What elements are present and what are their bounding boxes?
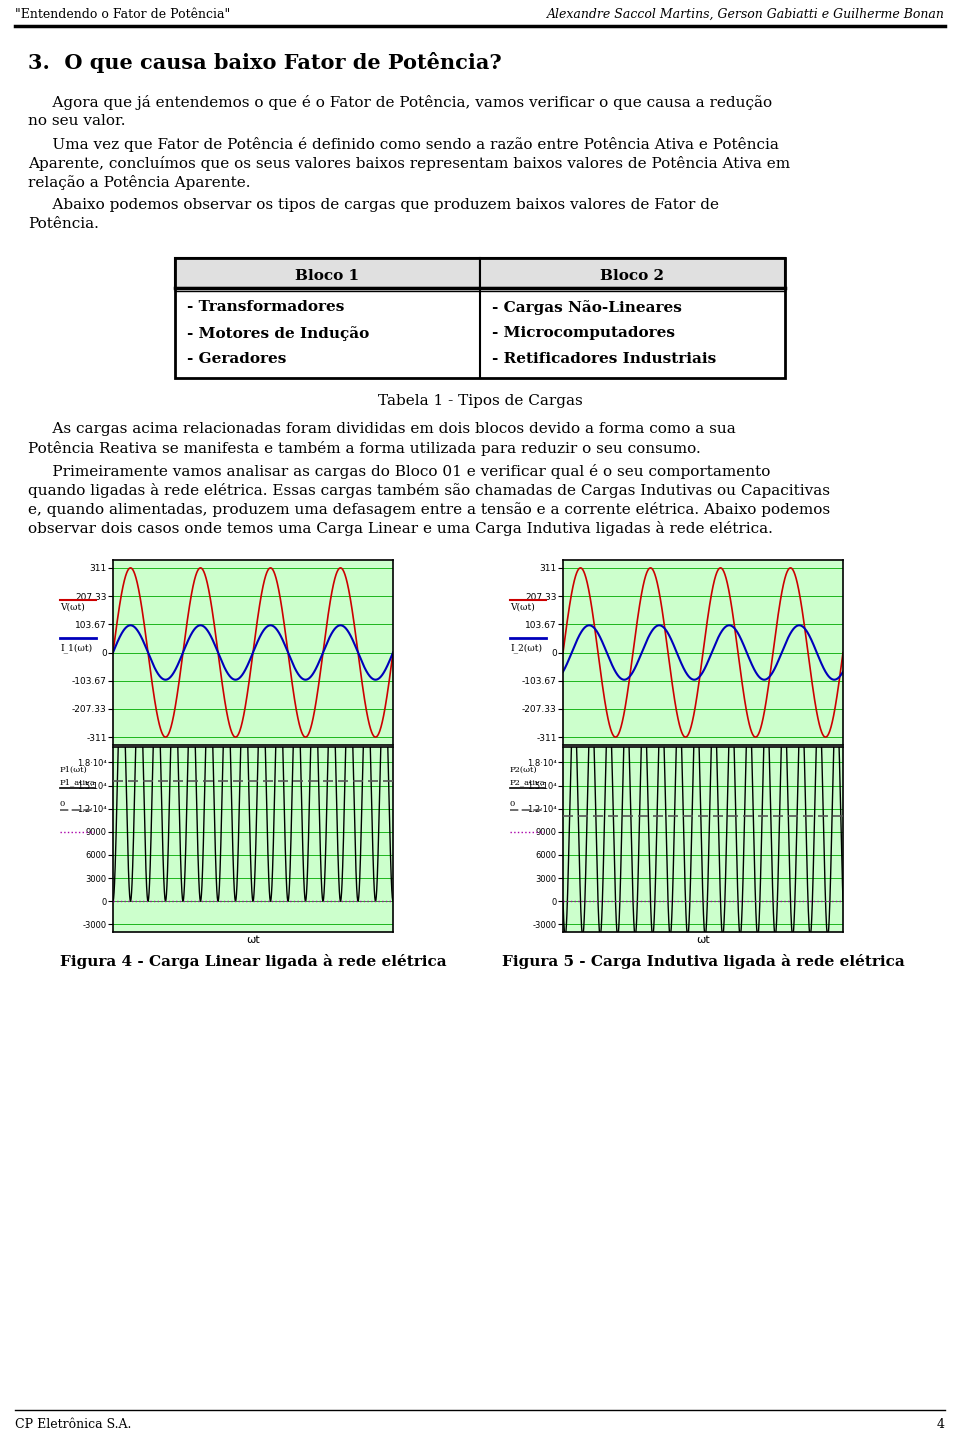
Text: quando ligadas à rede elétrica. Essas cargas também são chamadas de Cargas Indut: quando ligadas à rede elétrica. Essas ca… <box>28 483 830 497</box>
Text: - Transformadores: - Transformadores <box>187 300 345 314</box>
Text: P1(ωt): P1(ωt) <box>60 766 87 773</box>
Text: e, quando alimentadas, produzem uma defasagem entre a tensão e a corrente elétri: e, quando alimentadas, produzem uma defa… <box>28 502 830 517</box>
Bar <box>175 259 480 289</box>
Text: Abaixo podemos observar os tipos de cargas que produzem baixos valores de Fator : Abaixo podemos observar os tipos de carg… <box>28 199 719 211</box>
Text: 0: 0 <box>510 800 516 809</box>
Text: Uma vez que Fator de Potência é definido como sendo a razão entre Potência Ativa: Uma vez que Fator de Potência é definido… <box>28 137 779 151</box>
Text: Potência Reativa se manifesta e também a forma utilizada para reduzir o seu cons: Potência Reativa se manifesta e também a… <box>28 442 701 456</box>
X-axis label: ωt: ωt <box>246 747 260 757</box>
Text: Bloco 2: Bloco 2 <box>601 269 664 283</box>
X-axis label: ωt: ωt <box>246 935 260 945</box>
X-axis label: ωt: ωt <box>696 747 709 757</box>
Text: V(ωt): V(ωt) <box>60 603 84 612</box>
Text: V(ωt): V(ωt) <box>510 603 535 612</box>
X-axis label: ωt: ωt <box>696 935 709 945</box>
Text: 3.  O que causa baixo Fator de Potência?: 3. O que causa baixo Fator de Potência? <box>28 51 502 73</box>
Text: Alexandre Saccol Martins, Gerson Gabiatti e Guilherme Bonan: Alexandre Saccol Martins, Gerson Gabiatt… <box>547 9 945 21</box>
Text: I_2(ωt): I_2(ωt) <box>510 643 542 653</box>
Text: - Motores de Indução: - Motores de Indução <box>187 326 370 342</box>
Text: Aparente, concluímos que os seus valores baixos representam baixos valores de Po: Aparente, concluímos que os seus valores… <box>28 156 790 171</box>
Text: 4: 4 <box>937 1418 945 1429</box>
Text: 0: 0 <box>60 800 65 809</box>
Text: observar dois casos onde temos uma Carga Linear e uma Carga Indutiva ligadas à r: observar dois casos onde temos uma Carga… <box>28 522 773 536</box>
Text: - Cargas Não-Lineares: - Cargas Não-Lineares <box>492 300 682 314</box>
Text: - Microcomputadores: - Microcomputadores <box>492 326 675 340</box>
Text: relação a Potência Aparente.: relação a Potência Aparente. <box>28 174 251 190</box>
Text: Figura 5 - Carga Indutiva ligada à rede elétrica: Figura 5 - Carga Indutiva ligada à rede … <box>502 955 904 969</box>
Text: - Retificadores Industriais: - Retificadores Industriais <box>492 352 716 366</box>
Text: Figura 4 - Carga Linear ligada à rede elétrica: Figura 4 - Carga Linear ligada à rede el… <box>60 955 446 969</box>
Text: Primeiramente vamos analisar as cargas do Bloco 01 e verificar qual é o seu comp: Primeiramente vamos analisar as cargas d… <box>28 464 770 479</box>
Text: "Entendendo o Fator de Potência": "Entendendo o Fator de Potência" <box>15 9 230 21</box>
Bar <box>480 259 785 289</box>
Text: P2_ativa: P2_ativa <box>510 779 545 786</box>
Text: Agora que já entendemos o que é o Fator de Potência, vamos verificar o que causa: Agora que já entendemos o que é o Fator … <box>28 94 772 110</box>
Text: P1_ativa: P1_ativa <box>60 779 96 786</box>
Text: I_1(ωt): I_1(ωt) <box>60 643 92 653</box>
Text: - Geradores: - Geradores <box>187 352 286 366</box>
Text: no seu valor.: no seu valor. <box>28 114 126 129</box>
Text: P2(ωt): P2(ωt) <box>510 766 538 773</box>
Text: CP Eletrônica S.A.: CP Eletrônica S.A. <box>15 1418 132 1429</box>
Text: As cargas acima relacionadas foram divididas em dois blocos devido a forma como : As cargas acima relacionadas foram divid… <box>28 422 735 436</box>
Text: Bloco 1: Bloco 1 <box>296 269 360 283</box>
Text: Tabela 1 - Tipos de Cargas: Tabela 1 - Tipos de Cargas <box>377 394 583 409</box>
Bar <box>175 259 785 379</box>
Text: Potência.: Potência. <box>28 217 99 231</box>
